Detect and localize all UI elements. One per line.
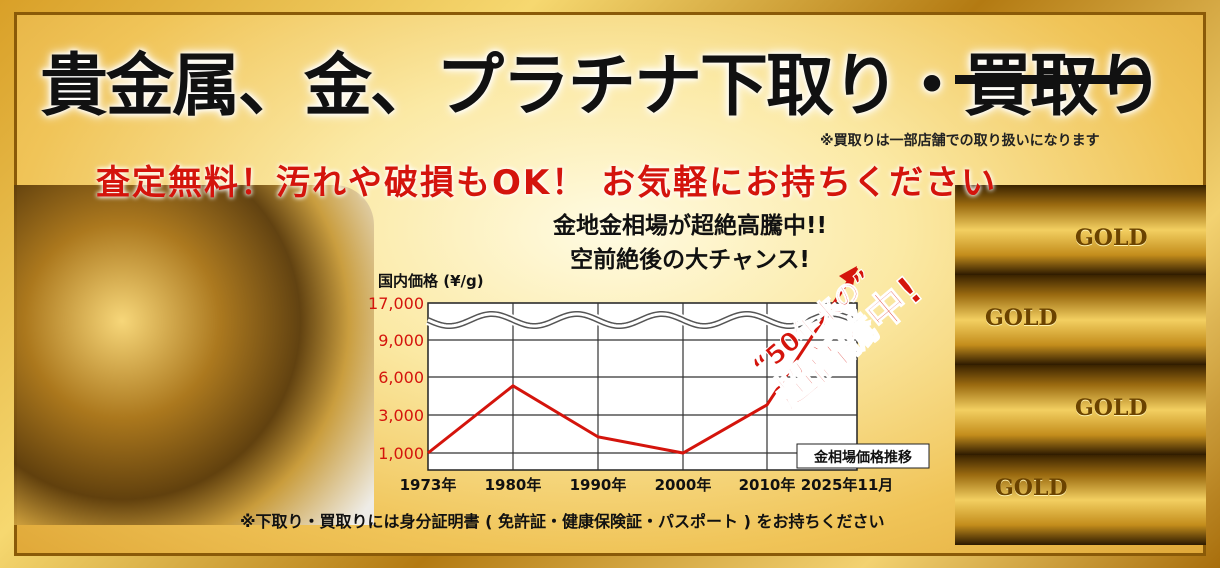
- chart-title-2: 空前絶後の大チャンス!: [570, 247, 810, 273]
- strikethrough-line: [955, 75, 1145, 84]
- x-tick-label: 1973年: [400, 476, 457, 494]
- gold-bar-label: GOLD: [995, 475, 1068, 501]
- headline: 貴金属、金、プラチナ下取り・買取り: [40, 47, 1164, 126]
- y-tick-label: 9,000: [378, 331, 424, 350]
- gold-bar-label: GOLD: [1075, 225, 1148, 251]
- plot-area: [427, 302, 858, 471]
- bottom-note: ※下取り・買取りには身分証明書 ( 免許証・健康保険証・パスポート ) をお持ち…: [240, 512, 885, 531]
- x-tick-label: 1990年: [570, 476, 627, 494]
- y-axis-label: 国内価格 (¥/g): [378, 272, 484, 290]
- legend-box: [796, 443, 930, 469]
- y-tick-label: 6,000: [378, 368, 424, 387]
- chart-title-1: 金地金相場が超絶高騰中!!: [553, 213, 827, 239]
- note-top: ※買取りは一部店舗での取り扱いになります: [820, 133, 1100, 149]
- gold-bar-label: GOLD: [985, 305, 1058, 331]
- gold-bar-label: GOLD: [1075, 395, 1148, 421]
- y-tick-label: 1,000: [378, 444, 424, 463]
- x-tick-label: 2025年11月: [801, 476, 894, 494]
- x-tick-label: 1980年: [485, 476, 542, 494]
- subheadline: 査定無料！汚れや破損もOK！ お気軽にお持ちください: [96, 163, 998, 203]
- gold-bars-photo: GOLD GOLD GOLD GOLD: [955, 185, 1206, 545]
- x-tick-label: 2000年: [655, 476, 712, 494]
- arrow-head: [839, 266, 857, 286]
- price-line: [427, 267, 859, 455]
- x-tick-label: 2010年: [739, 476, 796, 494]
- axis-break-gap: [427, 312, 857, 328]
- legend-label: 金相場価格推移: [813, 449, 912, 466]
- gold-jewelry-photo: [14, 185, 374, 525]
- y-tick-label: 17,000: [368, 294, 424, 313]
- y-tick-label: 3,000: [378, 406, 424, 425]
